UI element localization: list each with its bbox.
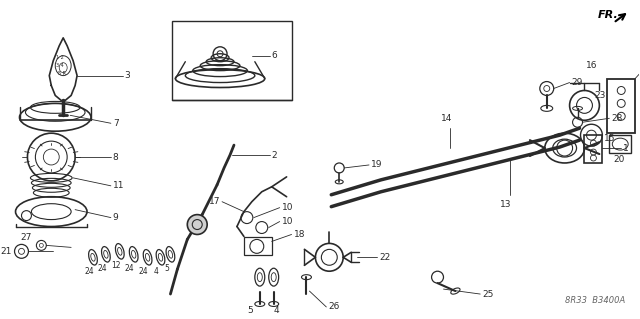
Text: 9: 9 bbox=[113, 213, 118, 222]
Text: 28: 28 bbox=[611, 114, 623, 123]
Text: 26: 26 bbox=[328, 302, 340, 311]
Bar bbox=[607, 78, 635, 133]
Text: 11: 11 bbox=[113, 181, 124, 190]
Text: 19: 19 bbox=[371, 160, 383, 169]
Text: 14: 14 bbox=[441, 114, 452, 123]
Text: 23: 23 bbox=[595, 91, 606, 100]
Bar bbox=[244, 237, 272, 255]
Circle shape bbox=[188, 215, 207, 234]
Text: 5 R: 5 R bbox=[58, 71, 66, 76]
Text: 1: 1 bbox=[623, 144, 629, 152]
Text: 15: 15 bbox=[604, 134, 616, 143]
Text: 24: 24 bbox=[97, 264, 107, 273]
Text: 7: 7 bbox=[113, 119, 118, 128]
Bar bbox=[609, 135, 631, 153]
Text: 5: 5 bbox=[247, 307, 253, 315]
Text: FR.: FR. bbox=[597, 10, 618, 20]
Text: 10: 10 bbox=[282, 217, 293, 226]
Text: 8: 8 bbox=[113, 152, 118, 161]
Bar bbox=[584, 135, 602, 163]
Text: 16: 16 bbox=[586, 61, 597, 70]
Text: 10: 10 bbox=[282, 203, 293, 212]
Text: 12: 12 bbox=[111, 261, 120, 270]
Text: 22: 22 bbox=[379, 253, 390, 262]
Text: 3 4: 3 4 bbox=[56, 63, 64, 68]
Text: 17: 17 bbox=[209, 197, 220, 206]
Text: 4: 4 bbox=[274, 307, 280, 315]
Text: 24: 24 bbox=[125, 264, 134, 273]
Text: 27: 27 bbox=[20, 233, 31, 242]
Text: 24: 24 bbox=[139, 267, 148, 276]
Text: 25: 25 bbox=[482, 290, 493, 299]
Text: 18: 18 bbox=[294, 230, 305, 239]
Text: 2: 2 bbox=[272, 151, 277, 160]
Text: 1 2: 1 2 bbox=[56, 55, 64, 60]
Text: 29: 29 bbox=[572, 78, 583, 87]
Text: 24: 24 bbox=[84, 267, 94, 276]
Text: 13: 13 bbox=[500, 200, 512, 209]
Text: 6: 6 bbox=[272, 51, 278, 60]
Text: 20: 20 bbox=[613, 155, 625, 165]
Text: 21: 21 bbox=[0, 247, 12, 256]
Text: 3: 3 bbox=[125, 71, 131, 80]
Text: 4: 4 bbox=[154, 267, 159, 276]
Text: 5: 5 bbox=[164, 264, 169, 273]
Bar bbox=[172, 21, 292, 100]
Text: 8R33  B3400A: 8R33 B3400A bbox=[564, 296, 625, 306]
